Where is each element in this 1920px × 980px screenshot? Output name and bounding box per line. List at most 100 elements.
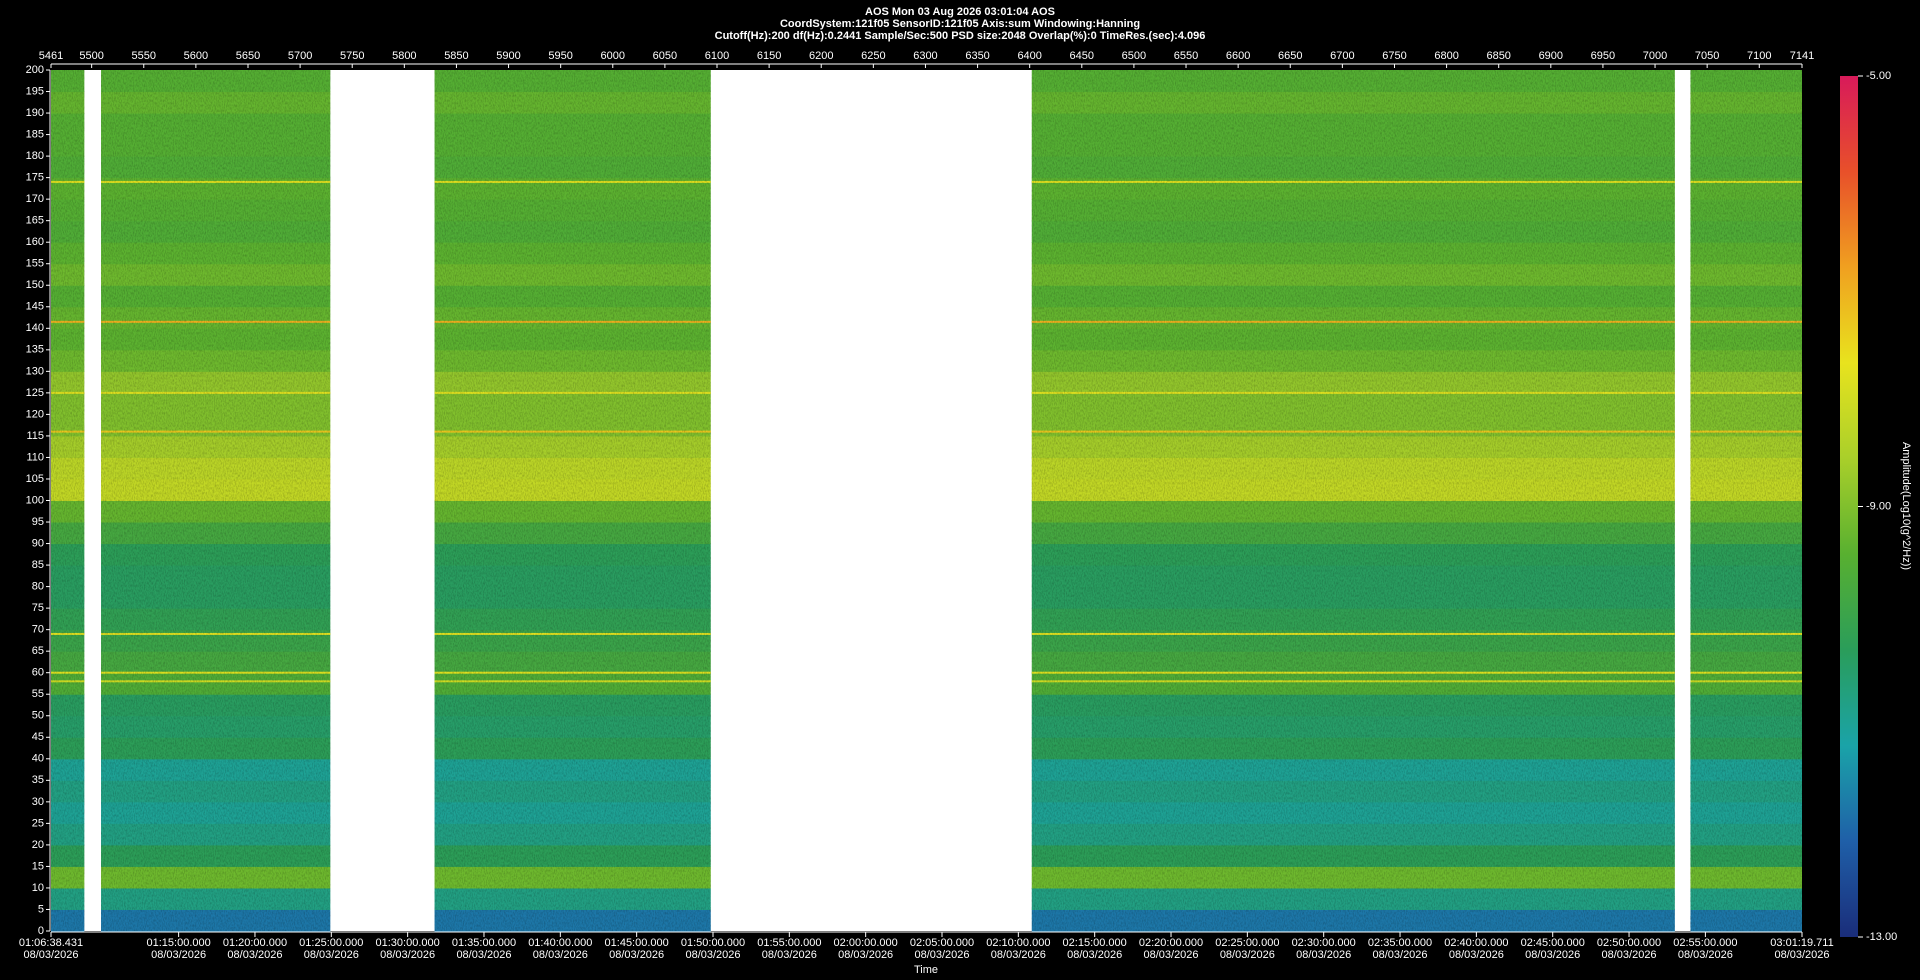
- x2-tick-label: 01:30:00.000: [376, 937, 440, 949]
- y-tick-label: 70: [32, 624, 44, 636]
- x-tick-label: 6250: [861, 50, 885, 62]
- y-tick-label: 35: [32, 774, 44, 786]
- y-tick-label: 140: [26, 322, 44, 334]
- colorbar-tick-label: -5.00: [1866, 70, 1891, 82]
- x-tick-label: 7050: [1695, 50, 1719, 62]
- y-tick-label: 125: [26, 387, 44, 399]
- x2-tick-label: 01:50:00.000: [681, 937, 745, 949]
- x2-tick-label: 01:55:00.000: [757, 937, 821, 949]
- x-tick-label: 6850: [1486, 50, 1510, 62]
- x2-tick-date: 08/03/2026: [914, 949, 969, 961]
- colorbar-tick-label: -13.00: [1866, 931, 1897, 943]
- x2-tick-date: 08/03/2026: [609, 949, 664, 961]
- x2-tick-date: 08/03/2026: [456, 949, 511, 961]
- y-tick-label: 75: [32, 602, 44, 614]
- y-tick-label: 200: [26, 64, 44, 76]
- x2-tick-label: 02:25:00.000: [1215, 937, 1279, 949]
- x2-tick-date: 08/03/2026: [1296, 949, 1351, 961]
- x-tick-label: 5750: [340, 50, 364, 62]
- x2-tick-date: 08/03/2026: [991, 949, 1046, 961]
- x2-tick-label: 02:55:00.000: [1673, 937, 1737, 949]
- x-tick-label: 6950: [1591, 50, 1615, 62]
- colorbar: [1840, 76, 1858, 937]
- x2-tick-date: 08/03/2026: [227, 949, 282, 961]
- x2-tick-label: 01:06:38.431: [19, 937, 83, 949]
- y-tick-label: 115: [26, 430, 44, 442]
- x-tick-label: 5550: [132, 50, 156, 62]
- x-tick-label: 6500: [1122, 50, 1146, 62]
- info-line: CoordSystem:121f05 SensorID:121f05 Axis:…: [780, 18, 1140, 30]
- chart-title: AOS Mon 03 Aug 2026 03:01:04 AOS: [865, 6, 1055, 18]
- y-tick-label: 165: [26, 215, 44, 227]
- y-tick-label: 85: [32, 559, 44, 571]
- x-tick-label: 5900: [496, 50, 520, 62]
- x-tick-label: 5850: [444, 50, 468, 62]
- x-tick-label: 6450: [1070, 50, 1094, 62]
- x-tick-label: 6700: [1330, 50, 1354, 62]
- x2-tick-label: 02:45:00.000: [1521, 937, 1585, 949]
- x2-tick-label: 02:00:00.000: [834, 937, 898, 949]
- x-tick-label: 7141: [1790, 50, 1814, 62]
- y-tick-label: 170: [26, 193, 44, 205]
- x2-tick-date: 08/03/2026: [1525, 949, 1580, 961]
- y-tick-label: 130: [26, 365, 44, 377]
- y-tick-label: 65: [32, 645, 44, 657]
- x2-tick-label: 02:15:00.000: [1063, 937, 1127, 949]
- x2-tick-label: 01:20:00.000: [223, 937, 287, 949]
- x-tick-label: 6300: [913, 50, 937, 62]
- info-line: Cutoff(Hz):200 df(Hz):0.2441 Sample/Sec:…: [715, 30, 1206, 42]
- x-tick-label: 6400: [1017, 50, 1041, 62]
- x2-tick-date: 08/03/2026: [1602, 949, 1657, 961]
- noise-texture: [434, 70, 711, 931]
- y-tick-label: 135: [26, 344, 44, 356]
- y-tick-label: 30: [32, 796, 44, 808]
- colorbar-title: Amplitude(Log10(g^2/Hz)): [1900, 442, 1912, 570]
- x2-axis-title: Time: [914, 964, 938, 976]
- y-tick-label: 50: [32, 710, 44, 722]
- y-tick-label: 20: [32, 839, 44, 851]
- x-tick-label: 6100: [705, 50, 729, 62]
- x2-tick-label: 01:35:00.000: [452, 937, 516, 949]
- x2-tick-label: 02:20:00.000: [1139, 937, 1203, 949]
- x2-tick-date: 08/03/2026: [1220, 949, 1275, 961]
- x2-tick-label: 02:10:00.000: [986, 937, 1050, 949]
- y-tick-label: 90: [32, 537, 44, 549]
- x-tick-label: 5600: [184, 50, 208, 62]
- noise-texture: [1031, 70, 1675, 931]
- y-tick-label: 180: [26, 150, 44, 162]
- colorbar-tick-label: -9.00: [1866, 500, 1891, 512]
- x-tick-label: 7000: [1643, 50, 1667, 62]
- x2-tick-label: 02:35:00.000: [1368, 937, 1432, 949]
- y-tick-label: 100: [26, 494, 44, 506]
- noise-texture: [51, 70, 85, 931]
- y-tick-label: 155: [26, 258, 44, 270]
- noise-texture: [1690, 70, 1802, 931]
- x2-tick-label: 01:25:00.000: [299, 937, 363, 949]
- x2-tick-date: 08/03/2026: [1774, 949, 1829, 961]
- x-tick-label: 6900: [1539, 50, 1563, 62]
- y-tick-label: 120: [26, 408, 44, 420]
- x-tick-label: 5500: [79, 50, 103, 62]
- y-tick-label: 15: [32, 860, 44, 872]
- x2-tick-date: 08/03/2026: [685, 949, 740, 961]
- x-tick-label: 6650: [1278, 50, 1302, 62]
- x2-tick-label: 02:30:00.000: [1292, 937, 1356, 949]
- x2-tick-date: 08/03/2026: [1449, 949, 1504, 961]
- y-tick-label: 40: [32, 753, 44, 765]
- x-tick-label: 5461: [39, 50, 63, 62]
- x2-tick-label: 02:50:00.000: [1597, 937, 1661, 949]
- y-tick-label: 185: [26, 128, 44, 140]
- y-tick-label: 80: [32, 581, 44, 593]
- x-tick-label: 5800: [392, 50, 416, 62]
- x-tick-label: 6200: [809, 50, 833, 62]
- x2-tick-date: 08/03/2026: [23, 949, 78, 961]
- y-tick-label: 5: [38, 903, 44, 915]
- x-tick-label: 6750: [1382, 50, 1406, 62]
- y-tick-label: 160: [26, 236, 44, 248]
- x2-tick-date: 08/03/2026: [1067, 949, 1122, 961]
- x-tick-label: 7100: [1747, 50, 1771, 62]
- x-tick-label: 6150: [757, 50, 781, 62]
- y-tick-label: 175: [26, 172, 44, 184]
